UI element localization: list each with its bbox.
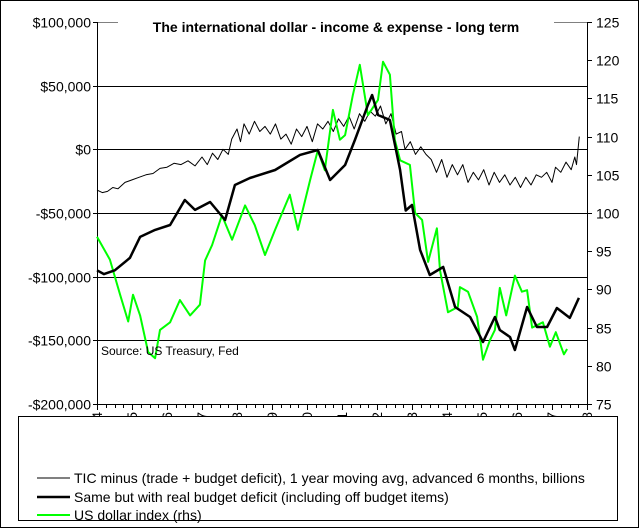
right-axis-tick-label: 75 xyxy=(596,397,612,413)
right-axis-tick-label: 100 xyxy=(596,206,620,222)
left-axis-tick-label: -$200,000 xyxy=(28,397,91,413)
chart-title: The international dollar - income & expe… xyxy=(153,19,519,35)
right-axis-tick-label: 125 xyxy=(596,15,620,31)
legend-label-real-deficit: Same but with real budget deficit (inclu… xyxy=(74,489,449,505)
left-axis-tick-label: $0 xyxy=(75,142,91,158)
series-real-deficit-line xyxy=(96,93,581,352)
right-axis-tick-label: 80 xyxy=(596,359,612,375)
left-axis-tick-label: $100,000 xyxy=(33,15,92,31)
source-annotation: Source: US Treasury, Fed xyxy=(101,344,239,358)
right-axis-tick-label: 85 xyxy=(596,321,612,337)
legend-box xyxy=(18,416,618,521)
left-axis-tick-label: -$50,000 xyxy=(36,206,91,222)
left-axis-tick-label: $50,000 xyxy=(40,79,91,95)
series-group xyxy=(96,60,581,361)
right-axis-tick-label: 105 xyxy=(596,168,620,184)
left-axis-tick-label: -$150,000 xyxy=(28,333,91,349)
legend: TIC minus (trade + budget deficit), 1 ye… xyxy=(18,416,618,523)
right-axis-tick-label: 90 xyxy=(596,282,612,298)
series-dollar-index-line xyxy=(96,60,568,361)
legend-label-tic: TIC minus (trade + budget deficit), 1 ye… xyxy=(74,470,585,486)
left-axis-tick-label: -$100,000 xyxy=(28,270,91,286)
legend-label-dollar-index: US dollar index (rhs) xyxy=(74,507,202,523)
right-axis-tick-label: 115 xyxy=(596,91,619,107)
series-tic-line xyxy=(96,105,580,194)
right-axis-tick-label: 95 xyxy=(596,244,612,260)
right-axis-tick-label: 110 xyxy=(596,130,619,146)
right-axis-tick-label: 120 xyxy=(596,53,620,69)
title-background xyxy=(118,14,554,34)
